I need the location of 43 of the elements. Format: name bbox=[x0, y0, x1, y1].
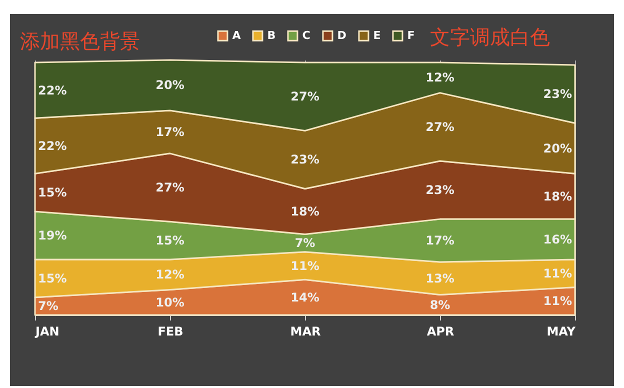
data-label: 10% bbox=[156, 295, 184, 310]
data-label: 7% bbox=[38, 299, 58, 314]
data-label: 7% bbox=[294, 236, 316, 250]
data-label: 22% bbox=[38, 83, 67, 98]
data-label: 12% bbox=[426, 70, 454, 85]
data-label: 27% bbox=[290, 90, 320, 104]
legend-label: A bbox=[232, 28, 242, 42]
x-tick-label: JAN bbox=[34, 324, 60, 338]
legend-label: D bbox=[337, 28, 346, 42]
data-label: 20% bbox=[156, 78, 184, 92]
text: 添加黑色背景 bbox=[20, 28, 140, 55]
data-label: 17% bbox=[426, 234, 454, 248]
data-label: 11% bbox=[543, 294, 572, 308]
data-label: 11% bbox=[543, 266, 572, 280]
x-tick-label: MAY bbox=[546, 324, 576, 338]
legend-label: E bbox=[373, 28, 381, 42]
data-label: 15% bbox=[38, 186, 67, 200]
data-label: 14% bbox=[290, 290, 320, 304]
data-label: 13% bbox=[426, 271, 454, 286]
data-label: 15% bbox=[38, 271, 67, 286]
data-label: 18% bbox=[290, 204, 320, 218]
data-label: 27% bbox=[426, 120, 454, 134]
legend-label: C bbox=[302, 28, 310, 42]
data-label: 18% bbox=[543, 189, 572, 204]
x-tick-label: APR bbox=[426, 324, 454, 338]
legend-label: F bbox=[407, 28, 415, 42]
data-label: 17% bbox=[156, 124, 184, 139]
data-label: 11% bbox=[290, 258, 320, 273]
data-label: 23% bbox=[290, 152, 320, 167]
data-label: 8% bbox=[430, 298, 450, 312]
data-label: 16% bbox=[543, 232, 572, 246]
text: 文字调成白色 bbox=[430, 24, 550, 51]
data-label: 20% bbox=[543, 141, 572, 156]
data-label: 23% bbox=[543, 87, 572, 102]
data-label: 22% bbox=[38, 138, 67, 153]
data-label: 27% bbox=[156, 180, 184, 194]
x-tick-label: MAR bbox=[290, 324, 321, 338]
data-label: 23% bbox=[426, 183, 454, 198]
x-tick-label: FEB bbox=[158, 324, 184, 338]
data-label: 19% bbox=[38, 228, 67, 242]
legend-label: B bbox=[267, 28, 276, 42]
data-label: 12% bbox=[156, 268, 184, 282]
data-label: 15% bbox=[156, 234, 184, 248]
